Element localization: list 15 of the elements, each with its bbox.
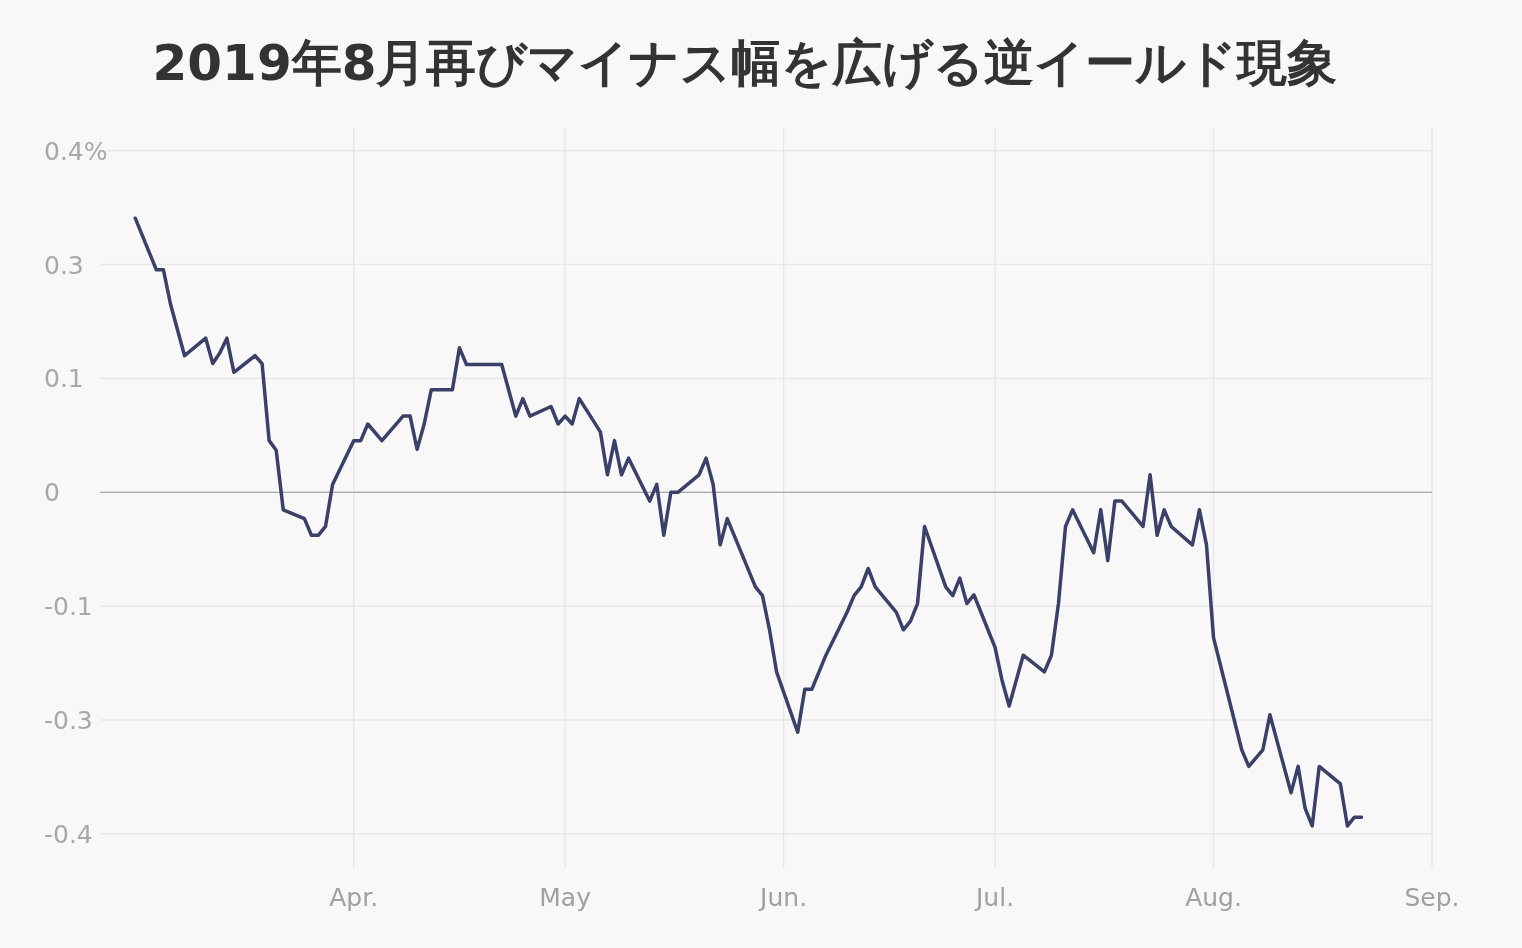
y-tick-label: -0.4 [44, 819, 93, 849]
y-tick-label: -0.3 [44, 706, 93, 735]
x-tick-label: Jul. [973, 883, 1015, 912]
chart-title: 2019年8月再びマイナス幅を広げる逆イールド現象 [152, 34, 1338, 92]
line-series [133, 216, 1364, 828]
y-tick-label: 0.1 [44, 364, 84, 394]
x-tick-label: May [539, 883, 592, 912]
x-tick-label: Jun. [758, 883, 808, 912]
y-tick-label: 0 [44, 478, 60, 508]
y-tick-label: 0.4% [44, 136, 108, 166]
x-tick-label: Sep. [1404, 883, 1460, 912]
y-tick-label: 0.3 [44, 250, 84, 280]
y-tick-label: -0.1 [44, 592, 93, 622]
x-tick-label: Aug. [1185, 883, 1242, 912]
x-tick-label: Apr. [329, 883, 379, 912]
